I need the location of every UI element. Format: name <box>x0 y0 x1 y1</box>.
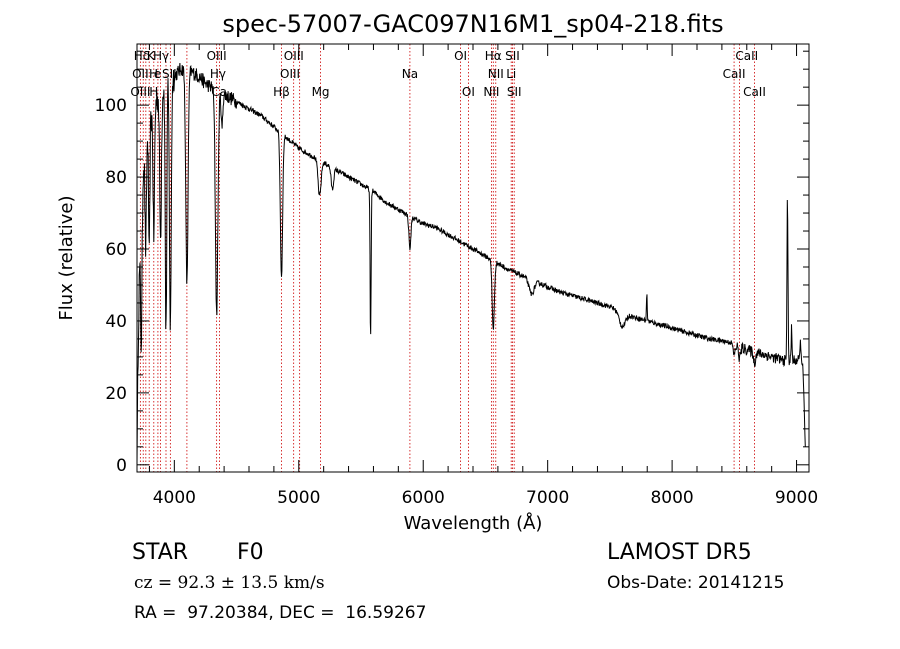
line-marker-label: SII <box>507 85 522 99</box>
line-marker-label: Mg <box>312 85 330 99</box>
line-marker-label: Hα <box>485 49 502 63</box>
x-tick-label: 6000 <box>402 488 445 508</box>
x-axis-label: Wavelength (Å) <box>404 512 543 534</box>
y-tick-label: 20 <box>105 384 127 404</box>
line-marker-label: Na <box>402 67 418 81</box>
y-tick-label: 80 <box>105 168 127 188</box>
line-marker-label: K <box>147 49 156 63</box>
coordinates: RA = 97.20384, DEC = 16.59267 <box>134 603 427 623</box>
chart-title: spec-57007-GAC097N16M1_sp04-218.fits <box>222 10 723 38</box>
x-tick-label: 4000 <box>153 488 196 508</box>
line-marker-label: CaII <box>735 49 758 63</box>
line-marker-label: Li <box>506 67 516 81</box>
line-marker-label: OI <box>454 49 467 63</box>
line-marker-label: SII <box>505 49 520 63</box>
survey-name: LAMOST DR5 <box>607 540 752 565</box>
y-tick-label: 40 <box>105 312 127 332</box>
line-marker-label: OI <box>462 85 475 99</box>
line-marker-label: Hδ <box>134 49 150 63</box>
y-tick-label: 100 <box>95 96 127 116</box>
spectral-subclass: F0 <box>237 540 264 565</box>
y-axis-label: Flux (relative) <box>56 195 77 320</box>
x-tick-label: 9000 <box>775 488 818 508</box>
line-marker-label: OII <box>132 67 149 81</box>
y-tick-label: 0 <box>116 456 127 476</box>
x-tick-label: 5000 <box>277 488 320 508</box>
line-marker-label: NII <box>488 67 504 81</box>
line-marker-label: e <box>154 67 161 81</box>
line-marker-label: H <box>149 67 158 81</box>
line-marker-label: Ca <box>211 85 227 99</box>
line-marker-label: OIII <box>280 67 300 81</box>
line-marker-label: OIII <box>130 85 150 99</box>
y-tick-label: 60 <box>105 240 127 260</box>
observation-date: Obs-Date: 20141215 <box>607 573 785 593</box>
line-marker-label: H <box>149 85 158 99</box>
line-marker-label: Hγ <box>153 49 169 63</box>
line-marker-label: NII <box>483 85 499 99</box>
line-marker-label: Hγ <box>210 67 226 81</box>
line-marker-label: Hβ <box>273 85 290 99</box>
plot-frame <box>136 43 810 473</box>
x-tick-label: 7000 <box>526 488 569 508</box>
redshift-velocity: cz = 92.3 ± 13.5 km/s <box>134 573 325 593</box>
line-marker-label: OIII <box>284 49 304 63</box>
object-class: STAR <box>132 540 189 565</box>
line-marker-label: CaII <box>743 85 766 99</box>
line-marker-label: CaII <box>723 67 746 81</box>
line-marker-label: OIII <box>207 49 227 63</box>
x-tick-label: 8000 <box>650 488 693 508</box>
spectrum-line <box>136 62 806 465</box>
